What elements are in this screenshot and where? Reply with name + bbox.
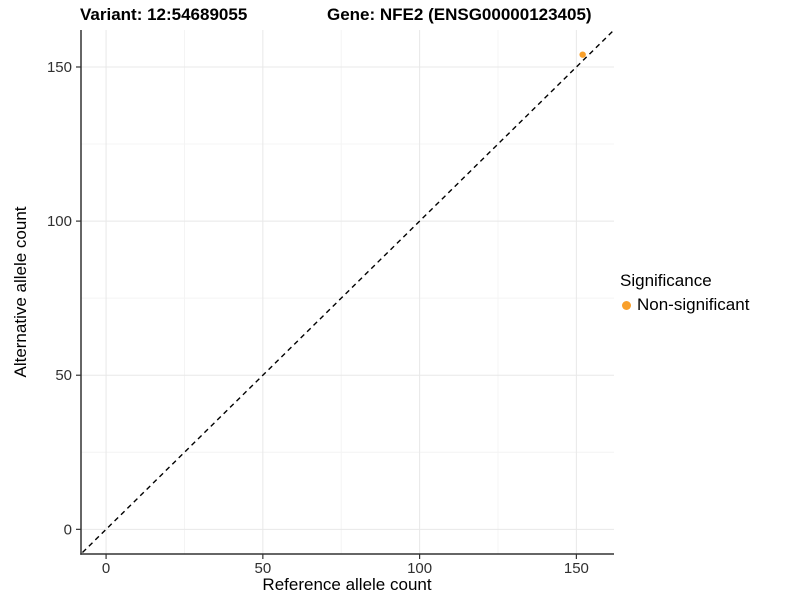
- identity-reference-line: [81, 30, 614, 554]
- legend: Significance Non-significant: [620, 271, 749, 315]
- y-tick-label: 0: [64, 521, 72, 538]
- data-point: [579, 51, 586, 58]
- x-tick-label: 100: [407, 560, 432, 577]
- gene-title: Gene: NFE2 (ENSG00000123405): [327, 5, 592, 24]
- x-tick-label: 0: [102, 560, 110, 577]
- x-tick-label: 50: [255, 560, 272, 577]
- variant-title: Variant: 12:54689055: [80, 5, 248, 24]
- y-tick-label: 100: [47, 213, 72, 230]
- y-tick-label: 150: [47, 59, 72, 76]
- y-tick-label: 50: [55, 367, 72, 384]
- x-axis-title: Reference allele count: [262, 575, 432, 594]
- x-tick-label: 150: [564, 560, 589, 577]
- legend-item-label: Non-significant: [637, 295, 750, 314]
- legend-item-non-significant: Non-significant: [620, 295, 749, 315]
- legend-point-icon: [622, 300, 631, 310]
- y-axis-title: Alternative allele count: [11, 206, 30, 378]
- legend-title: Significance: [620, 271, 712, 290]
